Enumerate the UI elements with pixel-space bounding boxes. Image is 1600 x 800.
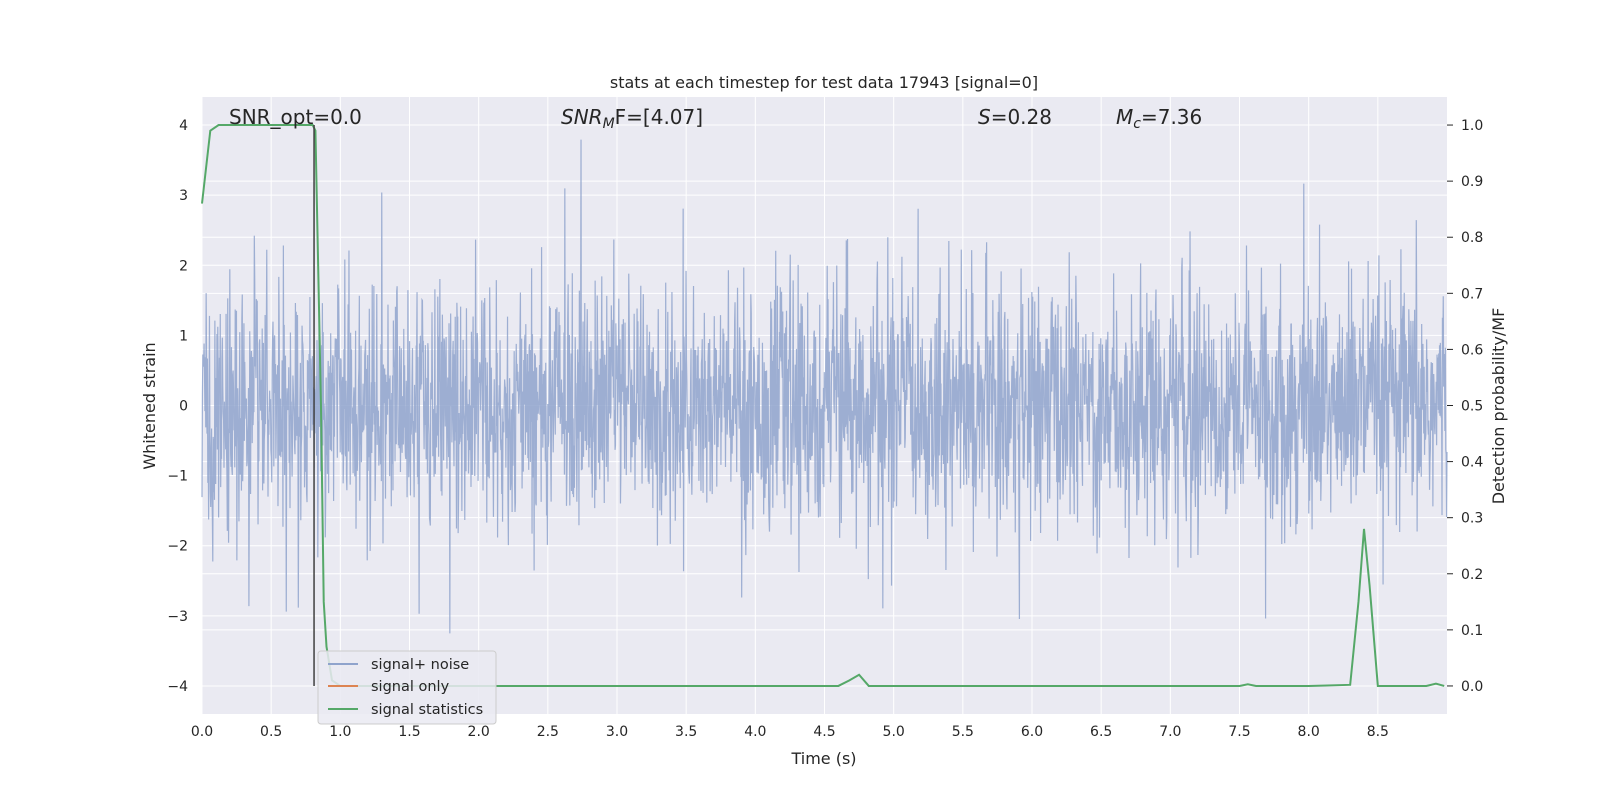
y-tick-label: 3 (179, 188, 188, 204)
x-tick-label: 4.0 (744, 724, 766, 740)
x-tick-label: 2.5 (537, 724, 559, 740)
y2-tick-label: 0.9 (1461, 174, 1483, 190)
annotation-mc-sub: c (1133, 116, 1141, 132)
signal-statistics-series (201, 124, 1445, 687)
x-tick-label: 6.5 (1090, 724, 1112, 740)
annotation-mc-main: M (1116, 105, 1133, 129)
y-axis-label: Whitened strain (140, 342, 159, 469)
signal-noise-line (201, 139, 1448, 634)
x-tick-labels: 0.0 0.5 1.0 1.5 2.0 2.5 3.0 3.5 4.0 4.5 5.0 5.5 6.0 6… (191, 724, 1389, 740)
y-tick-labels: −4 −3 −2 −1 0 1 2 3 4 (167, 118, 188, 695)
x-tick-label: 8.5 (1367, 724, 1389, 740)
legend-box (317, 650, 497, 725)
y2-tick-label: 0.3 (1461, 511, 1483, 527)
chart-title: stats at each timestep for test data 179… (610, 73, 1038, 92)
x-tick-label: 5.0 (883, 724, 905, 740)
annotation-snr-mf-rest: F=[4.07] (615, 105, 703, 129)
x-tick-label: 3.0 (606, 724, 628, 740)
y2-tick-labels: 0.0 0.1 0.2 0.3 0.4 0.5 0.6 0.7 0.8 0.9 1.0 (1447, 118, 1483, 695)
x-tick-label: 6.0 (1021, 724, 1043, 740)
y2-tick-label: 0.8 (1461, 230, 1483, 246)
legend-label-signal-noise: signal+ noise (371, 657, 469, 673)
x-tick-label: 5.5 (952, 724, 974, 740)
annotation-snr-opt: SNR_opt=0.0 (229, 105, 362, 129)
y-tick-label: −3 (167, 609, 188, 625)
y2-tick-label: 1.0 (1461, 118, 1483, 134)
y-tick-label: −4 (167, 679, 188, 695)
y2-tick-label: 0.4 (1461, 455, 1483, 471)
annotation-mc: Mc=7.36 (1116, 105, 1202, 132)
x-tick-label: 0.5 (260, 724, 282, 740)
annotation-snr-mf-main: SNR (561, 105, 603, 129)
x-tick-label: 8.0 (1298, 724, 1320, 740)
x-axis-label: Time (s) (790, 749, 856, 768)
y2-tick-label: 0.6 (1461, 342, 1483, 358)
annotation-s-rest: =0.28 (991, 105, 1052, 129)
signal-noise-series (201, 139, 1448, 634)
x-tick-label: 4.5 (813, 724, 835, 740)
y-tick-label: 1 (179, 328, 188, 344)
y2-tick-label: 0.0 (1461, 679, 1483, 695)
y-tick-label: −2 (167, 539, 188, 555)
x-tick-label: 2.0 (468, 724, 490, 740)
legend-label-signal-statistics: signal statistics (371, 702, 483, 718)
x-tick-label: 0.0 (191, 724, 213, 740)
y-tick-label: 0 (179, 399, 188, 415)
annotation-snr-mf-sub: M (603, 116, 615, 132)
y2-tick-label: 0.7 (1461, 286, 1483, 302)
signal-statistics-line (201, 124, 1445, 687)
x-tick-label: 1.0 (329, 724, 351, 740)
annotation-s-main: S (978, 105, 991, 129)
annotation-snr-mf: SNRMF=[4.07] (561, 105, 703, 132)
y2-tick-label: 0.5 (1461, 399, 1483, 415)
x-tick-label: 3.5 (675, 724, 697, 740)
y2-axis-label: Detection probability/MF (1489, 308, 1508, 505)
y-tick-label: −1 (167, 469, 188, 485)
legend: signal+ noise signal only signal statist… (317, 650, 497, 725)
annotation-mc-rest: =7.36 (1141, 105, 1202, 129)
y-tick-label: 2 (179, 258, 188, 274)
x-tick-label: 7.0 (1159, 724, 1181, 740)
y2-tick-label: 0.1 (1461, 623, 1483, 639)
x-tick-label: 7.5 (1228, 724, 1250, 740)
annotation-s: S=0.28 (978, 105, 1052, 129)
x-tick-label: 1.5 (398, 724, 420, 740)
legend-label-signal-only: signal only (371, 679, 450, 695)
y-tick-label: 4 (179, 118, 188, 134)
y2-tick-label: 0.2 (1461, 567, 1483, 583)
